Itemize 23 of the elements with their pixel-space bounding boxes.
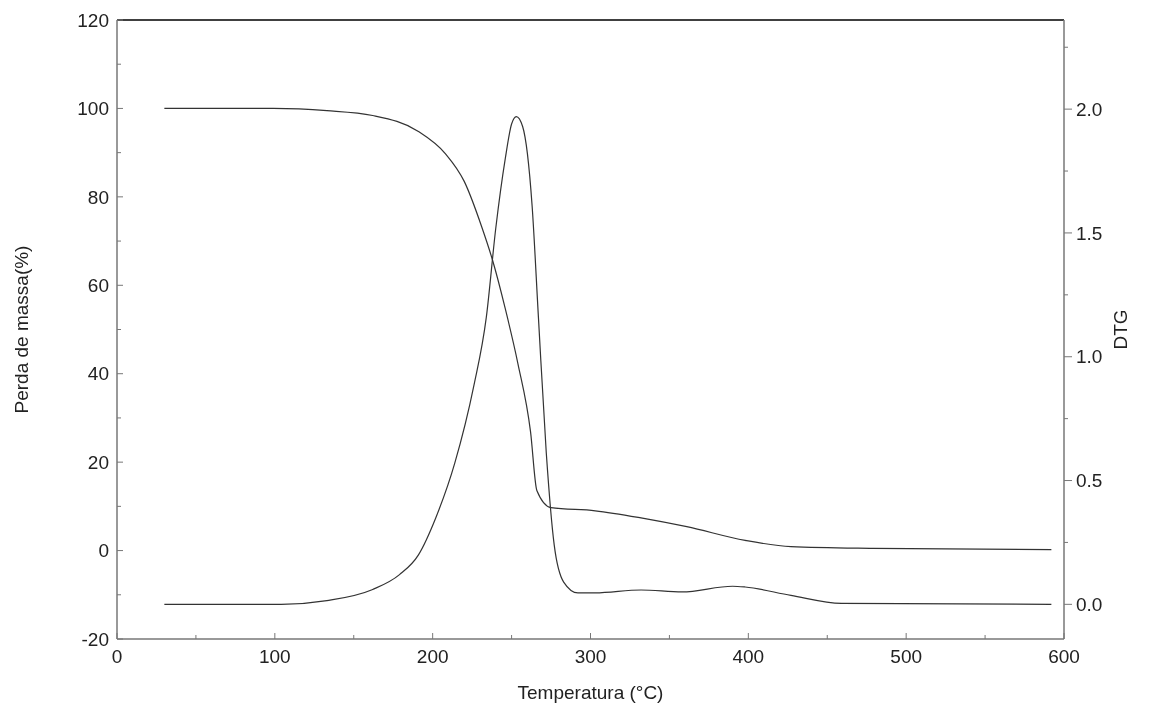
y2-tick-label: 0.5 <box>1076 470 1103 492</box>
y-tick-label: 120 <box>77 9 109 31</box>
y-tick-label: 100 <box>77 98 109 120</box>
x-tick-label: 600 <box>1048 646 1080 667</box>
y2-tick-label: 0.0 <box>1076 593 1103 615</box>
x-axis-title: Temperatura (°C) <box>517 682 664 703</box>
y-tick-label: 60 <box>87 274 109 296</box>
x-tick-label: 400 <box>732 646 765 667</box>
y-tick-label: 40 <box>87 363 109 385</box>
y-tick-label: 20 <box>87 451 109 473</box>
y-tick-label: 0 <box>98 540 109 562</box>
x-tick-label: 0 <box>111 646 123 667</box>
x-tick-label: 200 <box>416 646 449 667</box>
y-tick-label: -20 <box>81 628 109 650</box>
y2-axis-title: DTG <box>1110 309 1131 350</box>
y2-tick-label: 2.0 <box>1076 98 1103 120</box>
y-axis-title: Perda de massa(%) <box>11 245 32 414</box>
x-tick-label: 300 <box>574 646 607 667</box>
x-tick-label: 500 <box>890 646 923 667</box>
y2-tick-label: 1.0 <box>1076 346 1103 368</box>
x-tick-label: 100 <box>258 646 291 667</box>
y-tick-label: 80 <box>87 186 109 208</box>
y2-tick-label: 1.5 <box>1076 222 1103 244</box>
